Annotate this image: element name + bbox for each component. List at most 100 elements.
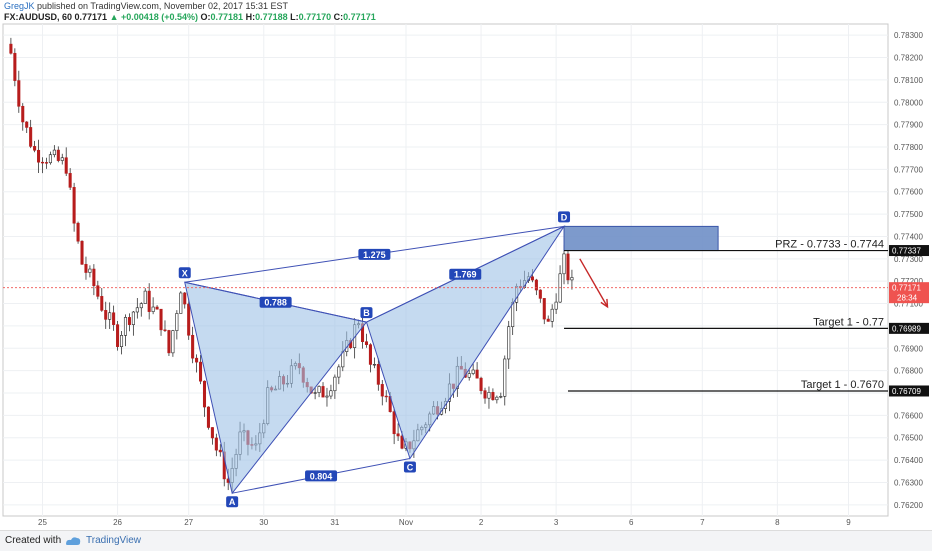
candle-body [123,317,128,336]
candle-body [167,330,171,354]
candle-body [84,263,88,273]
y-tick-label: 0.77100 [894,300,923,309]
candle-body [76,222,80,242]
candle-body [368,344,372,365]
candle-body [333,376,337,392]
tradingview-logo-icon [66,537,81,545]
candle-body [467,373,471,378]
candle-body [21,105,25,123]
candle-body [546,318,550,322]
tradingview-brand[interactable]: TradingView [86,535,142,546]
x-tick-label: 2 [479,518,484,527]
candle-body [329,390,333,397]
published-text: published on TradingView.com, November 0… [34,1,289,11]
high-label: H: [243,12,256,22]
publish-info: GregJK published on TradingView.com, Nov… [4,1,288,11]
y-tick-label: 0.78100 [894,76,923,85]
overlays: PRZ - 0.7733 - 0.7744 Target 1 - 0.77 Targ… [3,225,888,392]
prz-box [563,225,719,252]
candle-body [530,276,534,281]
candle-body [120,335,124,347]
candle-body [151,306,155,312]
candle-body [155,306,159,310]
candle-body [487,392,491,399]
axis-price-tag-box [889,322,929,334]
y-tick-label: 0.78200 [894,54,923,63]
candle-body [17,80,21,107]
point-label-text: X [182,268,188,278]
price-chart[interactable]: 0.788 0.804 1.275 1.769 X A B C D PRZ - 0.7733 -… [0,0,932,530]
candle-body [56,149,60,161]
point-label-text: B [363,308,370,318]
candle-body [13,52,17,81]
time-axis[interactable]: 25 26 27 30 31 Nov 2 3 6 7 8 9 [38,518,851,527]
candle-body [507,326,511,360]
price-axis[interactable]: 0.78300 0.78200 0.78100 0.78000 0.77900 0.778… [889,31,929,510]
x-tick-label: 30 [259,518,268,527]
axis-price-tag-text: 0.76989 [892,324,921,333]
candle-body [92,268,96,287]
axis-price-tag: 0.76709 [889,385,929,397]
y-tick-label: 0.76500 [894,434,923,443]
candle-body [88,268,92,273]
ratio-label: 1.275 [358,248,391,260]
ratio-label-text: 0.804 [310,471,333,481]
x-tick-label: 31 [330,518,339,527]
candle-body [48,154,52,164]
plot-frame [2,23,889,517]
candle-body [64,157,68,174]
point-label: A [226,496,239,508]
candle-body [127,317,131,325]
candle-body [100,296,104,311]
candle-body [384,395,388,398]
candle-body [72,187,76,224]
candle-body [163,329,167,331]
y-tick-label: 0.76400 [894,456,923,465]
point-label: C [403,461,416,473]
candle-body [337,366,341,378]
candle-body [80,240,84,265]
open-label: O: [198,12,211,22]
candle-body [187,303,191,336]
author-link[interactable]: GregJK [4,1,35,11]
candle-body [511,302,515,328]
y-tick-label: 0.77800 [894,143,923,152]
y-tick-label: 0.77300 [894,255,923,264]
point-label-box [403,461,416,473]
y-tick-label: 0.77700 [894,165,923,174]
candle-body [321,386,325,398]
axis-price-tag: 0.77337 [889,245,929,257]
candle-body [483,390,487,399]
candle-body [195,357,199,363]
y-tick-label: 0.77600 [894,188,923,197]
y-tick-label: 0.77500 [894,210,923,219]
candle-body [104,310,108,320]
candle-body [325,395,329,398]
point-label-box [360,307,373,319]
candle-body [503,358,507,397]
x-tick-label: 27 [184,518,193,527]
candle-body [392,411,396,435]
target-line-label: Target 1 - 0.7670 [801,379,884,391]
candle-body [534,279,538,291]
x-tick-label: 25 [38,518,47,527]
candle-body [25,121,29,128]
x-tick-label: Nov [399,518,413,527]
open-value: 0.77181 [210,12,244,22]
low-label: L: [287,12,299,22]
candle-body [550,308,554,322]
candle-body [214,437,218,451]
price-change: ▲ +0.00418 (+0.54%) [109,12,199,22]
candle-body [40,161,45,164]
point-label-box [178,267,191,279]
candle-body [380,384,384,397]
candle-body [29,127,33,147]
target-line-label: Target 1 - 0.77 [813,316,884,328]
high-value: 0.77188 [255,12,288,22]
candle-body [52,149,56,156]
x-tick-label: 7 [700,518,705,527]
candle-body [131,311,135,325]
y-tick-label: 0.76900 [894,344,923,353]
ratio-label-box [449,268,482,280]
